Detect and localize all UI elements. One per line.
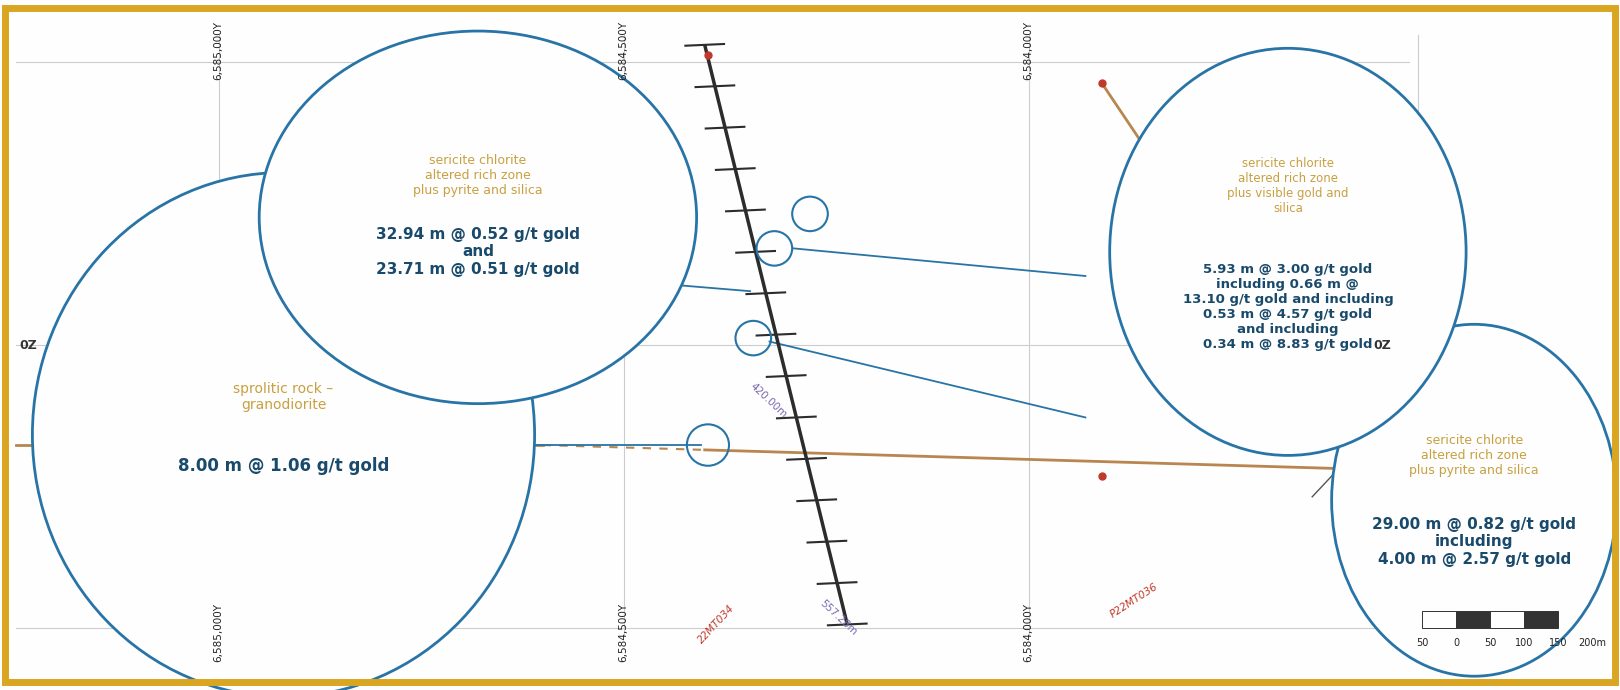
Text: sprolitic rock –
granodiorite: sprolitic rock – granodiorite [233,382,334,412]
Text: sericite chlorite
altered rich zone
plus pyrite and silica: sericite chlorite altered rich zone plus… [1409,434,1539,477]
Text: 0Z: 0Z [1374,339,1392,351]
Text: 150: 150 [1549,638,1568,648]
Text: 200m: 200m [1578,638,1607,648]
Text: 6,585,000Y: 6,585,000Y [214,21,224,80]
Text: 100: 100 [1515,638,1534,648]
Text: 6,585,000Y: 6,585,000Y [214,603,224,662]
Text: 6,584,000Y: 6,584,000Y [1024,21,1034,80]
Text: 6,584,500Y: 6,584,500Y [619,603,629,662]
Text: 50: 50 [1484,638,1497,648]
Text: 50: 50 [1416,638,1429,648]
Bar [1422,611,1456,628]
Text: 557.28m: 557.28m [818,598,859,637]
Bar [1524,611,1558,628]
Text: sericite chlorite
altered rich zone
plus pyrite and silica: sericite chlorite altered rich zone plus… [413,155,543,197]
Text: 8.00 m @ 1.06 g/t gold: 8.00 m @ 1.06 g/t gold [178,457,389,475]
Text: 0Z: 0Z [19,339,37,351]
Text: 6,584,000Y: 6,584,000Y [1024,603,1034,662]
Text: 5.93 m @ 3.00 g/t gold
including 0.66 m @
13.10 g/t gold and including
0.53 m @ : 5.93 m @ 3.00 g/t gold including 0.66 m … [1183,263,1393,351]
Ellipse shape [259,31,697,404]
Text: 22MT034: 22MT034 [697,603,735,646]
Bar [1490,611,1524,628]
Text: sericite chlorite
altered rich zone
plus visible gold and
silica: sericite chlorite altered rich zone plus… [1228,157,1348,215]
Bar [1456,611,1490,628]
Text: 32.94 m @ 0.52 g/t gold
and
23.71 m @ 0.51 g/t gold: 32.94 m @ 0.52 g/t gold and 23.71 m @ 0.… [376,227,580,277]
Text: 0: 0 [1453,638,1460,648]
Ellipse shape [1110,48,1466,455]
Text: P22MT036: P22MT036 [1108,581,1160,620]
Text: 29.00 m @ 0.82 g/t gold
including
4.00 m @ 2.57 g/t gold: 29.00 m @ 0.82 g/t gold including 4.00 m… [1372,517,1576,566]
Text: 420.00m: 420.00m [748,381,789,420]
Text: 6,584,500Y: 6,584,500Y [619,21,629,80]
Ellipse shape [1332,324,1617,676]
Ellipse shape [32,172,535,690]
